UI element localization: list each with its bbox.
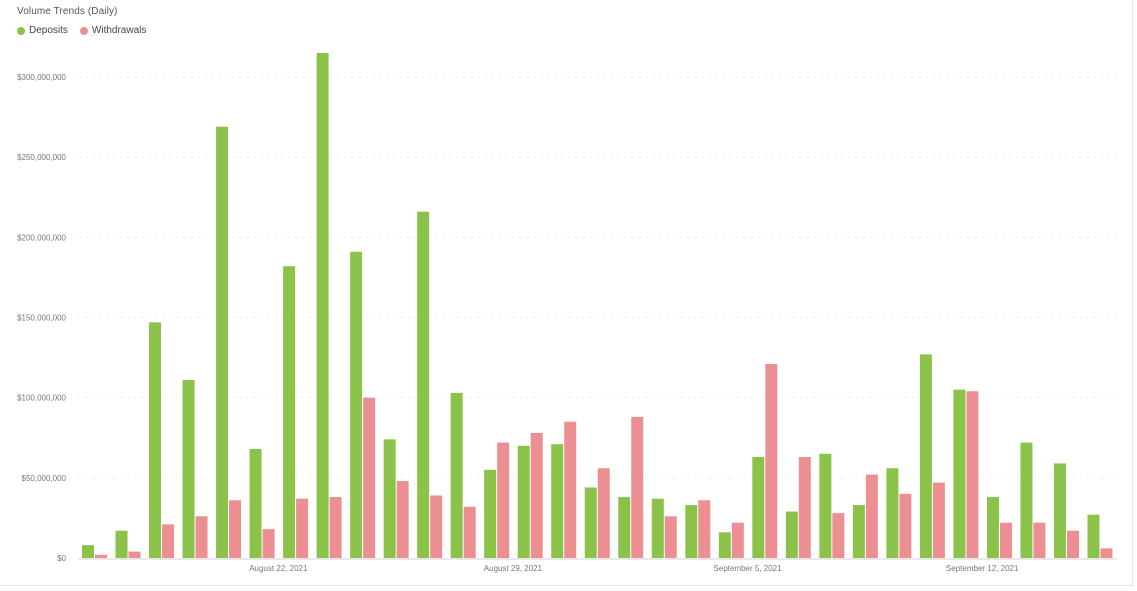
y-tick-label: $0 (57, 554, 66, 563)
x-tick-label: September 5, 2021 (714, 564, 783, 573)
bar-deposits[interactable] (819, 453, 832, 558)
legend-label-deposits: Deposits (29, 25, 68, 36)
bar-deposits[interactable] (651, 498, 664, 558)
bar-deposits[interactable] (618, 497, 631, 558)
bar-deposits[interactable] (82, 545, 94, 558)
bar-withdrawals[interactable] (966, 391, 979, 558)
bar-deposits[interactable] (953, 389, 966, 558)
bar-withdrawals[interactable] (832, 513, 845, 558)
bar-deposits[interactable] (216, 126, 229, 558)
bar-withdrawals[interactable] (463, 506, 476, 558)
y-tick-label: $300,000,000 (17, 73, 66, 82)
bar-deposits[interactable] (551, 444, 564, 558)
legend-item-withdrawals[interactable]: Withdrawals (79, 25, 147, 36)
bar-withdrawals[interactable] (329, 497, 342, 558)
bar-deposits[interactable] (919, 354, 932, 558)
bar-deposits[interactable] (1087, 514, 1100, 558)
bar-withdrawals[interactable] (1100, 548, 1113, 558)
y-tick-label: $200,000,000 (17, 233, 66, 242)
legend-swatch-withdrawals (79, 26, 88, 35)
y-tick-label: $250,000,000 (17, 153, 66, 162)
bar-withdrawals[interactable] (229, 500, 242, 558)
bar-deposits[interactable] (752, 456, 765, 558)
bar-withdrawals[interactable] (597, 468, 610, 558)
bar-deposits[interactable] (685, 505, 698, 558)
bar-deposits[interactable] (584, 487, 597, 558)
bar-withdrawals[interactable] (865, 474, 878, 558)
bar-withdrawals[interactable] (195, 516, 208, 558)
bar-deposits[interactable] (350, 251, 363, 558)
bar-deposits[interactable] (182, 380, 195, 558)
bar-withdrawals[interactable] (363, 397, 376, 558)
bar-withdrawals[interactable] (698, 500, 711, 558)
bar-deposits[interactable] (115, 530, 128, 558)
bar-deposits[interactable] (1053, 463, 1066, 558)
y-tick-label: $50,000,000 (22, 474, 67, 483)
bar-withdrawals[interactable] (396, 481, 409, 558)
bar-withdrawals[interactable] (631, 416, 644, 558)
legend: Deposits Withdrawals (17, 25, 146, 36)
bar-withdrawals[interactable] (899, 493, 912, 558)
legend-label-withdrawals: Withdrawals (91, 25, 147, 36)
bar-deposits[interactable] (718, 532, 731, 558)
y-tick-label: $150,000,000 (17, 314, 66, 323)
bar-withdrawals[interactable] (1033, 522, 1046, 558)
x-tick-label: August 22, 2021 (249, 564, 308, 573)
bar-withdrawals[interactable] (128, 551, 141, 558)
bar-deposits[interactable] (283, 266, 296, 558)
bar-withdrawals[interactable] (765, 363, 778, 558)
bar-deposits[interactable] (383, 439, 396, 558)
bar-deposits[interactable] (852, 505, 865, 558)
bar-withdrawals[interactable] (95, 554, 107, 558)
bar-deposits[interactable] (986, 497, 999, 558)
bar-withdrawals[interactable] (162, 524, 175, 558)
chart-title: Volume Trends (Daily) (17, 6, 118, 17)
legend-swatch-deposits (17, 26, 25, 35)
bar-withdrawals[interactable] (1066, 530, 1079, 558)
bar-withdrawals[interactable] (999, 522, 1012, 558)
legend-item-deposits[interactable]: Deposits (17, 25, 68, 36)
bar-withdrawals[interactable] (430, 495, 443, 558)
bar-deposits[interactable] (249, 448, 262, 558)
bar-deposits[interactable] (886, 468, 899, 558)
bar-withdrawals[interactable] (296, 498, 309, 558)
bar-deposits[interactable] (484, 469, 497, 558)
bar-deposits[interactable] (417, 211, 430, 558)
bar-deposits[interactable] (1020, 442, 1033, 558)
bar-deposits[interactable] (149, 322, 162, 558)
bar-deposits[interactable] (450, 392, 463, 558)
bar-withdrawals[interactable] (497, 442, 510, 558)
x-tick-label: August 29, 2021 (484, 564, 543, 573)
bar-withdrawals[interactable] (664, 516, 677, 558)
bar-deposits[interactable] (316, 52, 329, 558)
bar-withdrawals[interactable] (798, 456, 811, 558)
bar-withdrawals[interactable] (564, 421, 577, 558)
bar-withdrawals[interactable] (731, 522, 744, 558)
bar-withdrawals[interactable] (262, 529, 275, 558)
bar-deposits[interactable] (785, 511, 798, 558)
bar-deposits[interactable] (517, 445, 530, 558)
x-tick-label: September 12, 2021 (946, 564, 1019, 573)
bar-withdrawals[interactable] (530, 432, 543, 558)
y-tick-label: $100,000,000 (17, 394, 66, 403)
bar-withdrawals[interactable] (932, 482, 945, 558)
